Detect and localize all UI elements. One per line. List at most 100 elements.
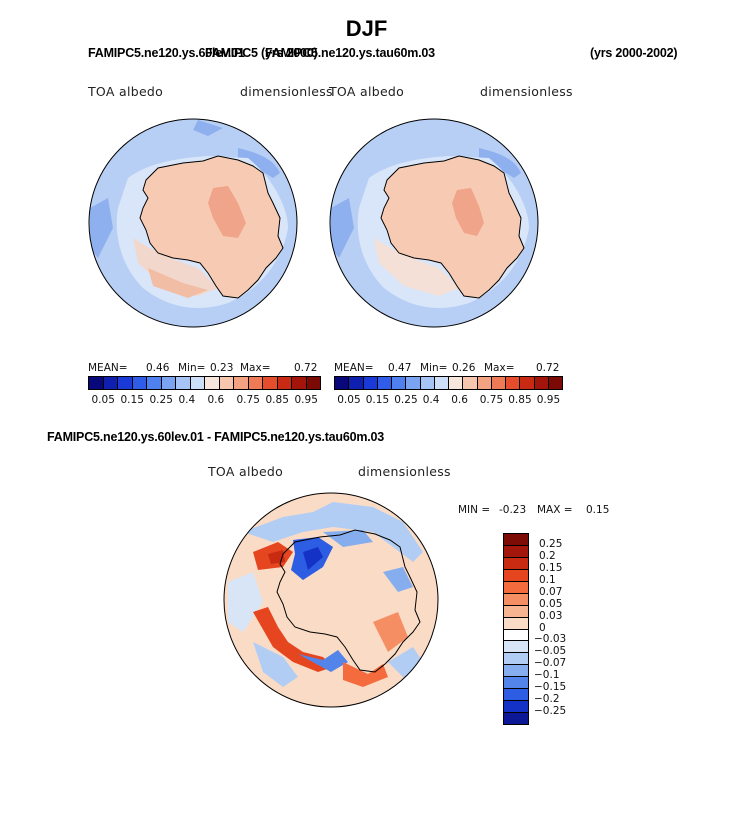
diff-colorbar-tick-label: 0.2 — [539, 549, 556, 562]
diff-max-value: 0.15 — [586, 504, 610, 516]
colorbar-cell — [547, 376, 563, 390]
diff-min-label: MIN = — [458, 504, 491, 516]
diff-colorbar-tick-label: −0.07 — [534, 657, 567, 670]
colorbar-tick-label: 0.85 — [508, 394, 532, 406]
colorbar-cell — [131, 376, 147, 390]
panel2-variable: TOA albedo — [329, 84, 405, 99]
diff-colorbar-tick-label: −0.2 — [534, 693, 560, 706]
colorbar-cell — [405, 376, 421, 390]
panel2-units: dimensionless — [480, 84, 573, 99]
panel2-max-value: 0.72 — [536, 362, 560, 374]
colorbar-tick-label: 0.6 — [207, 394, 225, 406]
overlap-case-title: FAMIPC5 (yrs 2000) — [205, 46, 318, 60]
colorbar-tick-label: 0.05 — [91, 394, 115, 406]
page-title: DJF — [345, 16, 388, 41]
panel1-mean-label: MEAN= — [88, 362, 128, 374]
colorbar-cell — [505, 376, 521, 390]
high-albedo-plateau — [452, 188, 484, 236]
colorbar-cell — [334, 376, 350, 390]
panel2-min-value: 0.26 — [452, 362, 476, 374]
colorbar-cell — [247, 376, 263, 390]
colorbar-panel-2 — [334, 376, 563, 390]
panel1-min-value: 0.23 — [210, 362, 234, 374]
colorbar-tick-label: 0.95 — [536, 394, 561, 406]
panel2-mean-label: MEAN= — [334, 362, 374, 374]
colorbar-tick-label: 0.25 — [149, 394, 173, 406]
panel2-mean-value: 0.47 — [388, 362, 412, 374]
colorbar-cell — [348, 376, 364, 390]
colorbar-tick-label: 0.75 — [479, 394, 504, 406]
diff-colorbar-tick-label: −0.1 — [534, 669, 560, 682]
diff-max-label: MAX = — [537, 504, 573, 516]
diff-colorbar-tick-label: 0.1 — [539, 573, 556, 586]
colorbar-tick-label: 0.6 — [451, 394, 468, 406]
diff-colorbar-cell — [503, 712, 529, 725]
colorbar-cell — [102, 376, 118, 390]
panel1-min-label: Min= — [178, 362, 206, 374]
colorbar-cell — [419, 376, 435, 390]
colorbar-cell — [276, 376, 292, 390]
difference-map — [223, 492, 439, 708]
diff-colorbar-tick-label: −0.03 — [534, 633, 567, 646]
map-panel-1 — [88, 118, 298, 328]
colorbar-tick-label: 0.75 — [236, 394, 260, 406]
panel2-min-label: Min= — [420, 362, 448, 374]
colorbar-cell — [448, 376, 464, 390]
colorbar-panel-2-ticks: 0.05 0.15 0.25 0.4 0.6 0.75 0.85 0.95 — [334, 394, 562, 408]
colorbar-cell — [189, 376, 205, 390]
colorbar-cell — [476, 376, 492, 390]
panel1-units: dimensionless — [240, 84, 333, 99]
colorbar-cell — [262, 376, 278, 390]
colorbar-cell — [204, 376, 220, 390]
colorbar-tick-label: 0.05 — [337, 394, 361, 406]
colorbar-cell — [490, 376, 506, 390]
colorbar-cell — [117, 376, 133, 390]
colorbar-tick-label: 0.85 — [265, 394, 289, 406]
diff-min-value: -0.23 — [499, 504, 527, 516]
diff-units: dimensionless — [358, 464, 451, 479]
panel2-max-label: Max= — [484, 362, 515, 374]
colorbar-cell — [376, 376, 392, 390]
colorbar-tick-label: 0.95 — [294, 394, 318, 406]
colorbar-cell — [146, 376, 162, 390]
panel1-variable: TOA albedo — [88, 84, 164, 99]
diff-colorbar-tick-label: 0.15 — [539, 561, 563, 574]
colorbar-tick-label: 0.4 — [422, 394, 440, 406]
panel1-max-label: Max= — [240, 362, 271, 374]
colorbar-cell — [462, 376, 478, 390]
colorbar-cell — [433, 376, 449, 390]
colorbar-cell — [519, 376, 535, 390]
colorbar-cell — [175, 376, 191, 390]
diff-colorbar-tick-label: 0.05 — [539, 597, 563, 610]
colorbar-cell — [533, 376, 549, 390]
colorbar-panel-1-ticks: 0.05 0.15 0.25 0.4 0.6 0.75 0.85 0.95 — [88, 394, 320, 408]
diff-colorbar-tick-label: −0.25 — [534, 705, 567, 718]
antarctica-continent — [380, 155, 525, 299]
panel1-max-value: 0.72 — [294, 362, 318, 374]
antarctica-outline — [276, 529, 421, 673]
colorbar-panel-1 — [88, 376, 321, 390]
colorbar-cell — [305, 376, 321, 390]
diff-colorbar-tick-label: 0 — [539, 621, 546, 634]
colorbar-cell — [291, 376, 307, 390]
colorbar-cell — [160, 376, 176, 390]
left-case-title: FAMIPC5.ne120.ys.60lev.01 — [88, 46, 245, 60]
colorbar-cell — [88, 376, 104, 390]
diff-colorbar-tick-label: 0.25 — [539, 537, 563, 550]
antarctica-continent — [139, 155, 284, 299]
difference-colorbar — [503, 533, 529, 725]
colorbar-tick-label: 0.15 — [120, 394, 144, 406]
diff-variable: TOA albedo — [208, 464, 284, 479]
difference-title: FAMIPC5.ne120.ys.60lev.01 - FAMIPC5.ne12… — [47, 430, 385, 444]
panel1-mean-value: 0.46 — [146, 362, 170, 374]
right-case-title: FAMIPC5.ne120.ys.tau60m.03 — [265, 46, 435, 60]
diff-colorbar-tick-label: −0.15 — [534, 681, 567, 694]
diff-colorbar-tick-label: 0.03 — [539, 609, 563, 622]
colorbar-cell — [362, 376, 378, 390]
map-panel-2 — [329, 118, 539, 328]
high-albedo-plateau — [208, 186, 246, 238]
difference-colorbar-ticks: 0.25 0.2 0.15 0.1 0.07 0.05 0.03 0 −0.03 −0.05 −0.… — [534, 533, 594, 724]
colorbar-tick-label: 0.15 — [365, 394, 390, 406]
diff-colorbar-tick-label: −0.05 — [534, 645, 567, 658]
years-label: (yrs 2000-2002) — [590, 46, 678, 60]
